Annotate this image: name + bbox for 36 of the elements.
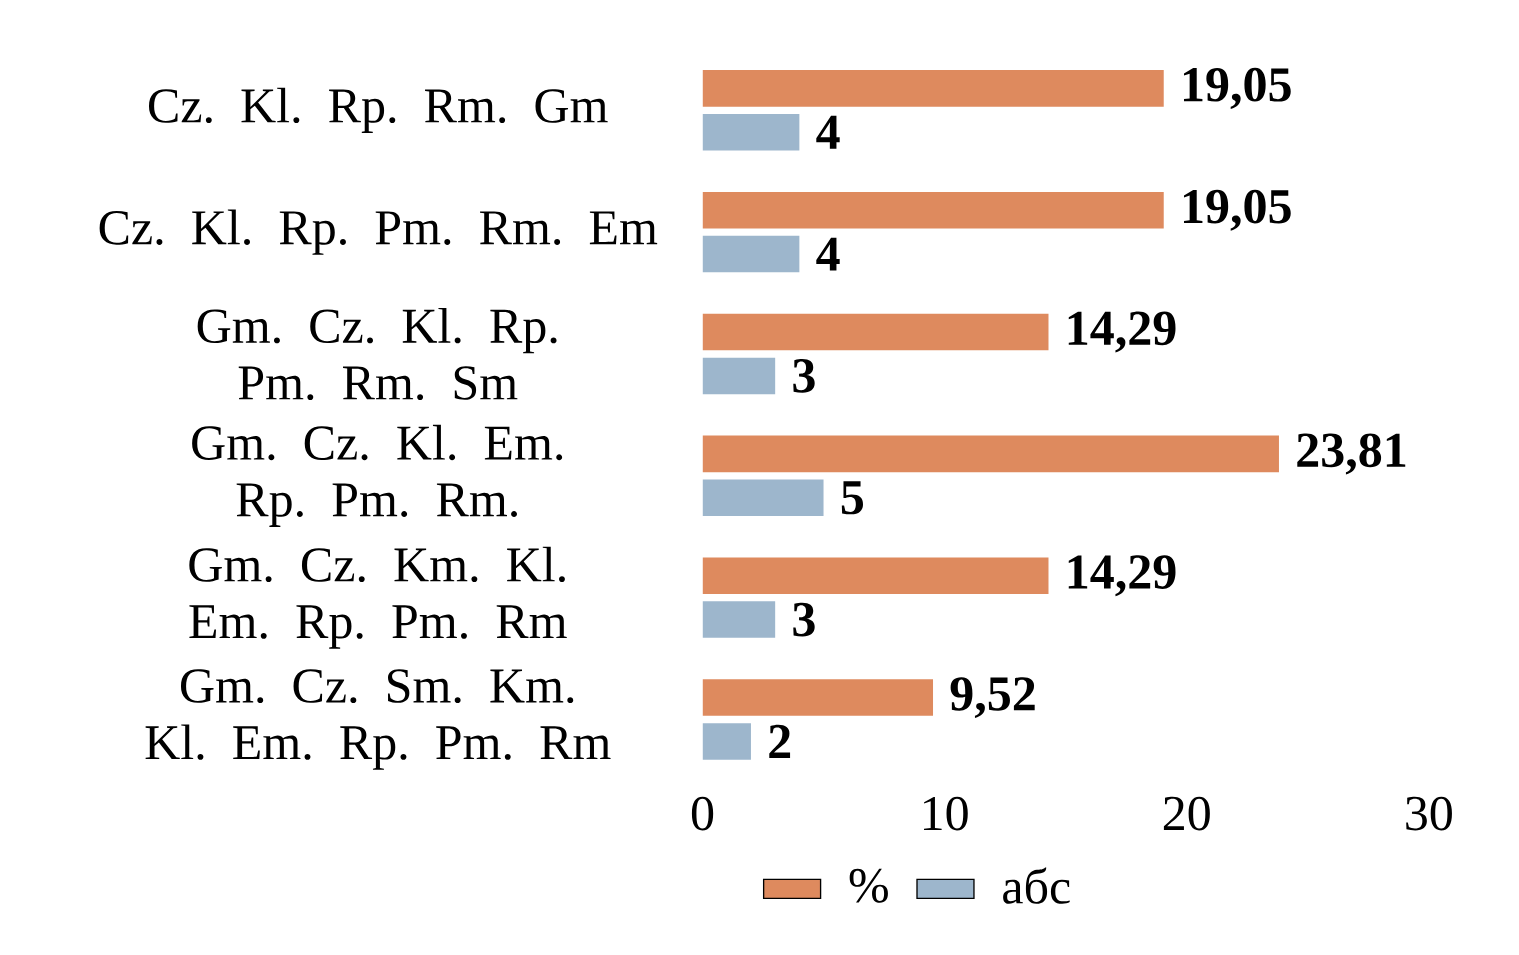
data-label: 3 (793, 602, 815, 637)
data-label: 19,05 (1184, 67, 1291, 109)
data-label: 3 (793, 359, 815, 393)
x-tick-label: 0 (691, 796, 714, 831)
bar (702, 235, 800, 273)
x-tick-label: 20 (1163, 796, 1210, 831)
data-label: 5 (841, 481, 864, 515)
data-label: 14,29 (1068, 555, 1176, 597)
legend-label: % (849, 868, 888, 903)
y-tick-label: Cz. Kl. Rp. Rm. Gm (148, 87, 608, 133)
data-label: 23,81 (1297, 433, 1406, 475)
y-tick-label: Gm. Cz. Sm. Km. Kl. Em. Rp. Pm. Rm (145, 669, 611, 770)
legend-label: абс (1003, 867, 1070, 904)
data-label: 2 (769, 724, 791, 758)
y-tick-label: Gm. Cz. Kl. Rp. Pm. Rm. Sm (197, 307, 557, 401)
bar (702, 113, 800, 151)
bar (702, 679, 934, 716)
data-label: 9,52 (950, 677, 1035, 718)
y-tick-label: Gm. Cz. Kl. Em. Rp. Pm. Rm. (192, 424, 563, 527)
y-tick-label: Cz. Kl. Rp. Pm. Rm. Em (99, 209, 658, 255)
data-label: 4 (816, 115, 840, 149)
bar (702, 723, 751, 760)
bar (702, 313, 1049, 351)
y-tick-label: Gm. Cz. Km. Kl. Em. Rp. Pm. Rm (189, 546, 567, 649)
x-tick-label: 10 (924, 796, 968, 831)
bar (702, 479, 824, 516)
bar (702, 435, 1279, 473)
data-label: 19,05 (1184, 189, 1291, 231)
data-label: 4 (816, 237, 840, 271)
bar (702, 191, 1164, 229)
data-label: 14,29 (1068, 311, 1176, 353)
bar (702, 357, 776, 395)
bar (702, 557, 1049, 594)
bar (702, 70, 1164, 107)
bar (702, 601, 776, 638)
x-tick-label: 30 (1406, 796, 1452, 831)
